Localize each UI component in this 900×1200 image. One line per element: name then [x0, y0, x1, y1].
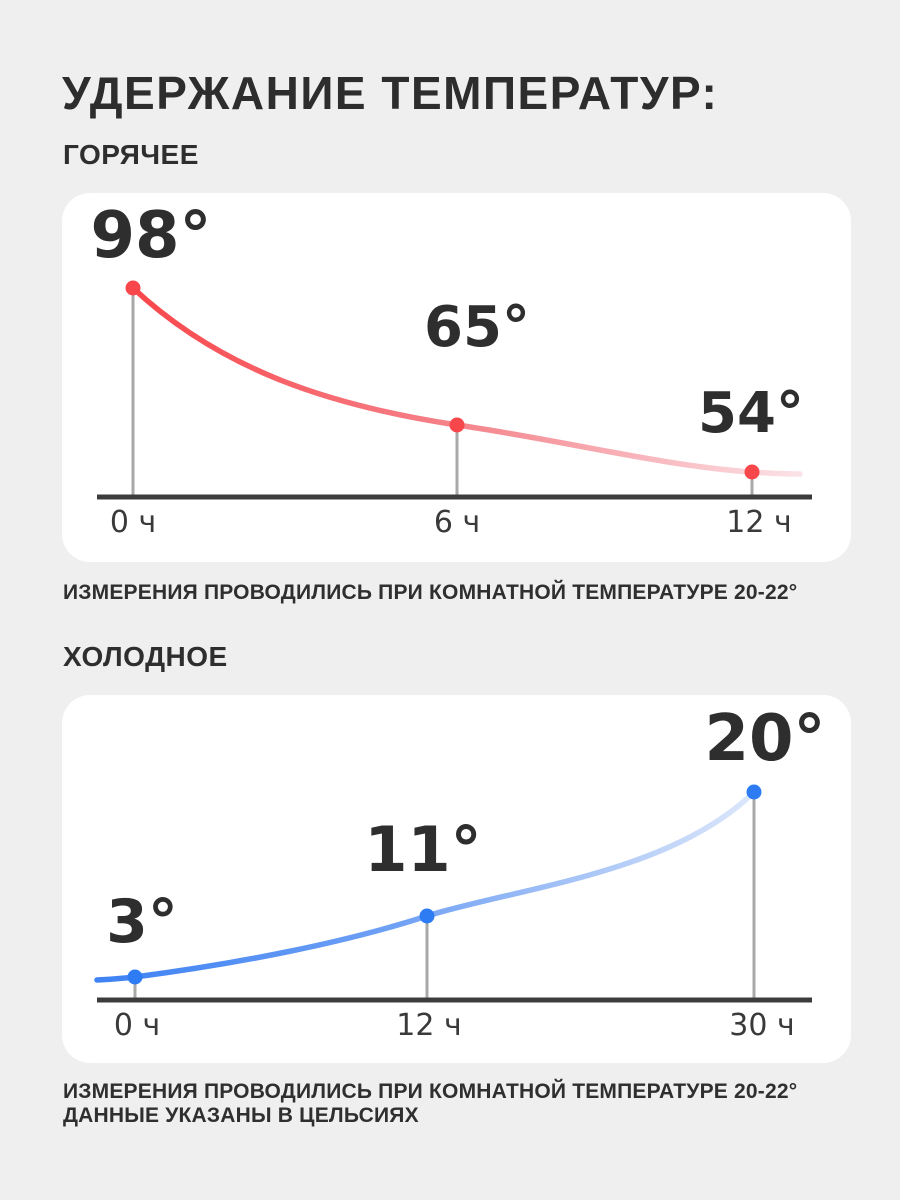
- data-point-dot: [419, 908, 435, 924]
- section-heading-cold: ХОЛОДНОЕ: [63, 641, 228, 672]
- value-label-hot-6h: 65°: [424, 295, 530, 360]
- page-title: УДЕРЖАНИЕ ТЕМПЕРАТУР:: [62, 67, 719, 119]
- time-label-hot-6h: 6 ч: [433, 505, 481, 540]
- hot-measurement-note: ИЗМЕРЕНИЯ ПРОВОДИЛИСЬ ПРИ КОМНАТНОЙ ТЕМП…: [63, 581, 798, 604]
- hot-chart-plot: [97, 280, 812, 500]
- cold-note-line-2: ДАННЫЕ УКАЗАНЫ В ЦЕЛЬСИЯХ: [63, 1104, 419, 1127]
- hot-chart-card: 98° 65° 54° 0 ч 6 ч 12 ч: [62, 193, 851, 562]
- data-point-dot: [127, 969, 143, 985]
- cold-measurement-note: ИЗМЕРЕНИЯ ПРОВОДИЛИСЬ ПРИ КОМНАТНОЙ ТЕМП…: [63, 1080, 797, 1128]
- value-label-cold-0h: 3°: [106, 887, 178, 957]
- time-label-hot-0h: 0 ч: [109, 505, 157, 540]
- time-label-cold-0h: 0 ч: [113, 1008, 161, 1043]
- cold-chart-plot: [94, 784, 812, 1003]
- data-point-dot: [125, 280, 141, 296]
- time-label-hot-12h: 12 ч: [726, 505, 792, 540]
- value-label-cold-30h: 20°: [704, 702, 826, 776]
- cold-note-line-1: ИЗМЕРЕНИЯ ПРОВОДИЛИСЬ ПРИ КОМНАТНОЙ ТЕМП…: [63, 1080, 798, 1103]
- value-label-cold-12h: 11°: [364, 813, 482, 886]
- data-point-dot: [746, 784, 762, 800]
- cold-chart-card: 3° 11° 20° 0 ч 12 ч 30 ч: [62, 695, 851, 1063]
- time-label-cold-30h: 30 ч: [729, 1008, 795, 1043]
- value-label-hot-0h: 98°: [90, 199, 212, 273]
- value-label-hot-12h: 54°: [698, 381, 804, 446]
- section-heading-hot: ГОРЯЧЕЕ: [63, 139, 199, 170]
- data-point-dot: [744, 464, 760, 480]
- time-label-cold-12h: 12 ч: [396, 1008, 462, 1043]
- data-point-dot: [449, 417, 465, 433]
